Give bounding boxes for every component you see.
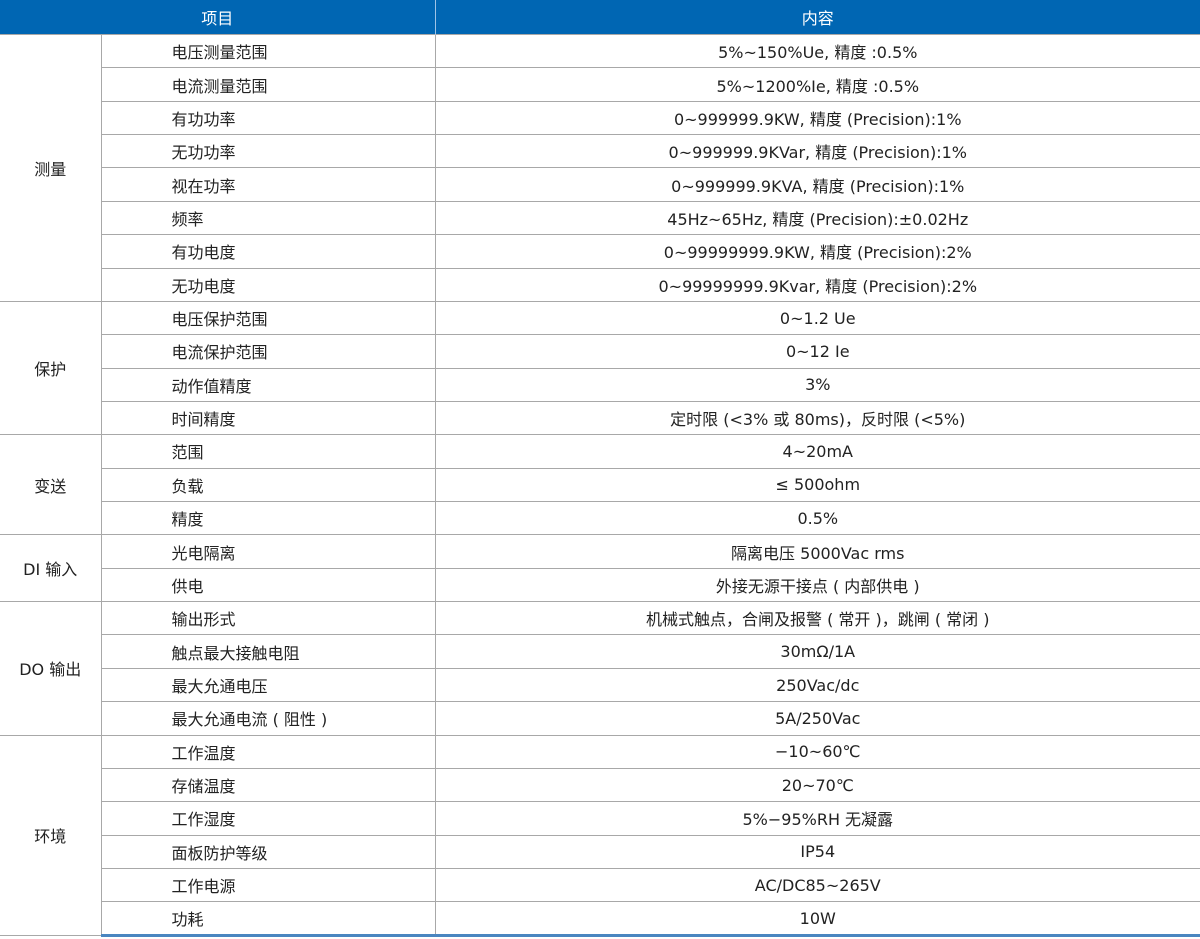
- value-cell: 0~99999999.9KW, 精度 (Precision):2%: [434, 234, 1200, 269]
- value-cell: 30mΩ/1A: [434, 634, 1200, 669]
- header-content: 内容: [434, 0, 1200, 35]
- item-cell: 输出形式: [100, 601, 436, 636]
- table-row: 保护 电压保护范围 0~1.2 Ue: [0, 300, 1200, 436]
- value-cell: IP54: [434, 834, 1200, 869]
- table-row: 最大允通电流 ( 阻性 ) 5A/250Vac: [0, 701, 1200, 736]
- table-row: DI 输入 光电隔离 隔离电压 5000Vac rms: [0, 534, 1200, 603]
- table-row: 视在功率 0~999999.9KVA, 精度 (Precision):1%: [0, 167, 1200, 202]
- category-cell: 变送: [0, 434, 102, 536]
- value-cell: 0~999999.9KVA, 精度 (Precision):1%: [434, 167, 1200, 202]
- item-cell: 频率: [100, 200, 436, 236]
- value-cell: 定时限 (<3% 或 80ms)，反时限 (<5%): [434, 400, 1200, 436]
- table-row: 触点最大接触电阻 30mΩ/1A: [0, 634, 1200, 669]
- table-row: 供电 外接无源干接点 ( 内部供电 ): [0, 567, 1200, 603]
- item-cell: 工作温度: [100, 734, 436, 769]
- value-cell: 20~70℃: [434, 767, 1200, 803]
- value-cell: 3%: [434, 367, 1200, 402]
- value-cell: 0.5%: [434, 501, 1200, 536]
- item-cell: 面板防护等级: [100, 834, 436, 869]
- table-row: 有功功率 0~999999.9KW, 精度 (Precision):1%: [0, 100, 1200, 136]
- item-cell: 精度: [100, 501, 436, 536]
- table-header: 项目 内容: [0, 0, 1200, 35]
- table-row: 负载 ≤ 500ohm: [0, 467, 1200, 503]
- table-row: 工作湿度 5%−95%RH 无凝露: [0, 801, 1200, 836]
- table-row: 环境 工作温度 −10~60℃: [0, 734, 1200, 936]
- table-row: 存储温度 20~70℃: [0, 767, 1200, 803]
- item-cell: 供电: [100, 567, 436, 603]
- table-row: DO 输出 输出形式 机械式触点，合闸及报警 ( 常开 )，跳闸 ( 常闭 ): [0, 601, 1200, 736]
- value-cell: 隔离电压 5000Vac rms: [434, 534, 1200, 569]
- value-cell: 0~12 Ie: [434, 334, 1200, 369]
- value-cell: 外接无源干接点 ( 内部供电 ): [434, 567, 1200, 603]
- category-cell: DO 输出: [0, 601, 102, 736]
- category-cell: DI 输入: [0, 534, 102, 603]
- item-cell: 电流保护范围: [100, 334, 436, 369]
- item-cell: 动作值精度: [100, 367, 436, 402]
- table-row: 变送 范围 4~20mA: [0, 434, 1200, 536]
- value-cell: ≤ 500ohm: [434, 467, 1200, 503]
- value-cell: 5A/250Vac: [434, 701, 1200, 736]
- item-cell: 光电隔离: [100, 534, 436, 569]
- item-cell: 最大允通电压: [100, 667, 436, 703]
- table-row: 功耗 10W: [0, 901, 1200, 937]
- item-cell: 触点最大接触电阻: [100, 634, 436, 669]
- category-cell: 测量: [0, 34, 102, 302]
- table-row: 无功电度 0~99999999.9Kvar, 精度 (Precision):2%: [0, 267, 1200, 302]
- item-cell: 无功电度: [100, 267, 436, 302]
- value-cell: 10W: [434, 901, 1200, 937]
- value-cell: 0~999999.9KW, 精度 (Precision):1%: [434, 100, 1200, 136]
- item-cell: 有功功率: [100, 100, 436, 136]
- item-cell: 负载: [100, 467, 436, 503]
- table-row: 无功功率 0~999999.9KVar, 精度 (Precision):1%: [0, 134, 1200, 169]
- item-cell: 时间精度: [100, 400, 436, 436]
- table-row: 时间精度 定时限 (<3% 或 80ms)，反时限 (<5%): [0, 400, 1200, 436]
- value-cell: 机械式触点，合闸及报警 ( 常开 )，跳闸 ( 常闭 ): [434, 601, 1200, 636]
- value-cell: 5%−95%RH 无凝露: [434, 801, 1200, 836]
- table-row: 有功电度 0~99999999.9KW, 精度 (Precision):2%: [0, 234, 1200, 269]
- item-cell: 有功电度: [100, 234, 436, 269]
- value-cell: 5%~1200%Ie, 精度 :0.5%: [434, 67, 1200, 102]
- value-cell: 45Hz~65Hz, 精度 (Precision):±0.02Hz: [434, 200, 1200, 236]
- category-cell: 环境: [0, 734, 102, 936]
- item-cell: 电压测量范围: [100, 33, 436, 69]
- value-cell: 0~1.2 Ue: [434, 300, 1200, 336]
- table-row: 测量 电压测量范围 5%~150%Ue, 精度 :0.5%: [0, 33, 1200, 302]
- item-cell: 工作电源: [100, 867, 436, 903]
- item-cell: 电流测量范围: [100, 67, 436, 102]
- table-row: 面板防护等级 IP54: [0, 834, 1200, 869]
- header-item: 项目: [0, 0, 436, 35]
- value-cell: 4~20mA: [434, 434, 1200, 469]
- value-cell: 0~999999.9KVar, 精度 (Precision):1%: [434, 134, 1200, 169]
- item-cell: 工作湿度: [100, 801, 436, 836]
- table-row: 最大允通电压 250Vac/dc: [0, 667, 1200, 703]
- value-cell: 5%~150%Ue, 精度 :0.5%: [434, 33, 1200, 69]
- table-row: 动作值精度 3%: [0, 367, 1200, 402]
- table-row: 电流测量范围 5%~1200%Ie, 精度 :0.5%: [0, 67, 1200, 102]
- item-cell: 存储温度: [100, 767, 436, 803]
- value-cell: AC/DC85~265V: [434, 867, 1200, 903]
- table-row: 工作电源 AC/DC85~265V: [0, 867, 1200, 903]
- item-cell: 无功功率: [100, 134, 436, 169]
- table-row: 精度 0.5%: [0, 501, 1200, 536]
- item-cell: 功耗: [100, 901, 436, 937]
- value-cell: 0~99999999.9Kvar, 精度 (Precision):2%: [434, 267, 1200, 302]
- item-cell: 视在功率: [100, 167, 436, 202]
- table-row: 电流保护范围 0~12 Ie: [0, 334, 1200, 369]
- category-cell: 保护: [0, 300, 102, 436]
- value-cell: −10~60℃: [434, 734, 1200, 769]
- table-row: 频率 45Hz~65Hz, 精度 (Precision):±0.02Hz: [0, 200, 1200, 236]
- value-cell: 250Vac/dc: [434, 667, 1200, 703]
- item-cell: 电压保护范围: [100, 300, 436, 336]
- item-cell: 范围: [100, 434, 436, 469]
- item-cell: 最大允通电流 ( 阻性 ): [100, 701, 436, 736]
